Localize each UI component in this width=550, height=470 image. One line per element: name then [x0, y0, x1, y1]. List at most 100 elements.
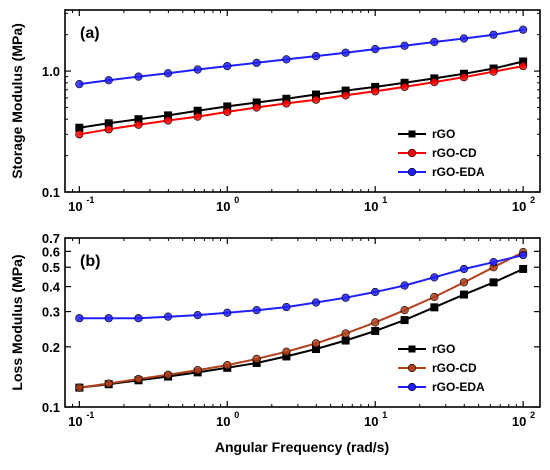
legend-marker	[408, 345, 416, 353]
data-point	[459, 290, 468, 299]
data-point	[282, 99, 291, 108]
x-tick-label: 10	[364, 199, 378, 214]
data-point	[223, 361, 232, 370]
y-tick-label: 0.1	[42, 400, 60, 415]
legend-marker	[408, 130, 416, 138]
data-point	[163, 370, 173, 379]
x-tick-exponent: 0	[234, 410, 239, 420]
data-point	[75, 130, 84, 139]
data-point	[311, 298, 321, 307]
data-point	[163, 116, 173, 125]
data-point	[519, 264, 528, 273]
series-rgo	[75, 57, 528, 132]
data-point	[519, 250, 528, 260]
data-point	[252, 354, 261, 363]
data-point	[104, 125, 113, 134]
x-tick-label: 10	[364, 414, 378, 429]
data-point	[223, 308, 232, 317]
data-point	[163, 312, 173, 321]
data-point	[371, 44, 380, 54]
data-point	[104, 76, 113, 85]
data-point	[371, 326, 380, 335]
data-point	[371, 87, 380, 96]
data-point	[371, 318, 380, 327]
series-line	[79, 60, 524, 129]
data-point	[400, 41, 409, 50]
y-axis-title: Loss Modulus (MPa)	[9, 254, 25, 390]
data-point	[75, 123, 84, 132]
data-point	[341, 91, 350, 100]
data-point	[430, 273, 439, 282]
data-point	[430, 303, 439, 312]
data-point	[459, 73, 469, 82]
data-point	[400, 82, 409, 91]
legend-marker	[407, 167, 417, 177]
data-point	[400, 306, 409, 315]
series-line	[79, 254, 524, 320]
x-tick-label: 10	[68, 414, 82, 429]
y-tick-label: 0.4	[42, 280, 61, 295]
x-tick-exponent: 0	[234, 195, 239, 205]
y-tick-label: 0.5	[42, 260, 60, 275]
y-tick-label: 1.0	[42, 64, 60, 79]
data-point	[489, 278, 498, 287]
data-point	[519, 25, 528, 34]
panel-label: (b)	[80, 253, 100, 270]
data-point	[75, 80, 84, 89]
series-line	[79, 268, 524, 389]
series-line	[79, 251, 524, 389]
x-tick-exponent: -1	[86, 195, 94, 205]
data-point	[430, 78, 439, 87]
data-point	[223, 107, 232, 116]
plot-frame	[64, 9, 541, 193]
data-point	[134, 120, 143, 129]
x-tick-exponent: 2	[530, 195, 535, 205]
data-point	[134, 374, 143, 384]
x-tick-label: 10	[68, 199, 82, 214]
legend-marker	[407, 363, 417, 373]
data-point	[282, 55, 291, 64]
x-tick-label: 10	[512, 414, 526, 429]
x-tick-label: 10	[512, 199, 526, 214]
series-rgo-cd	[75, 248, 528, 392]
y-tick-label: 0.1	[42, 185, 60, 200]
data-point	[341, 48, 350, 57]
x-tick-label: 10	[216, 414, 230, 429]
series-line	[79, 65, 524, 136]
data-point	[193, 365, 202, 375]
y-tick-label: 0.7	[42, 231, 60, 246]
data-point	[430, 37, 439, 47]
panel-a: 10 -1 10 0 10 1 10 2 0.1 1.0 Storage Modulus (MPa)…	[9, 9, 541, 214]
panel-b: 10 -1 10 0 10 1 10 2 0.1 0.2 0.3 0.4 0.50.60.7 Loss M…	[9, 231, 541, 429]
legend-label: rGO	[432, 127, 455, 141]
legend-label: rGO	[432, 342, 455, 356]
data-point	[430, 292, 439, 302]
series-rgo-eda	[75, 250, 528, 323]
data-point	[282, 347, 291, 356]
data-point	[75, 383, 84, 392]
data-point	[489, 30, 498, 39]
data-point	[282, 302, 291, 312]
legend: rGO rGO-CD rGO-EDA	[398, 342, 485, 394]
x-axis-title: Angular Frequency (rad/s)	[215, 439, 389, 455]
legend-label: rGO-EDA	[432, 165, 485, 179]
data-point	[341, 329, 350, 338]
legend-label: rGO-CD	[432, 361, 477, 375]
x-tick-label: 10	[216, 199, 230, 214]
series-line	[79, 28, 524, 86]
legend-label: rGO-EDA	[432, 380, 485, 394]
data-point	[311, 52, 321, 61]
series-rgo-eda	[75, 25, 528, 89]
data-point	[459, 278, 469, 287]
legend-marker	[407, 148, 417, 158]
data-point	[223, 61, 232, 71]
data-point	[193, 311, 202, 320]
x-tick-exponent: 1	[382, 410, 387, 420]
data-point	[489, 258, 498, 267]
y-tick-label: 0.3	[42, 305, 60, 320]
data-point	[519, 61, 528, 71]
data-point	[134, 314, 143, 323]
legend-label: rGO-CD	[432, 146, 477, 160]
panel-label: (a)	[80, 25, 100, 42]
